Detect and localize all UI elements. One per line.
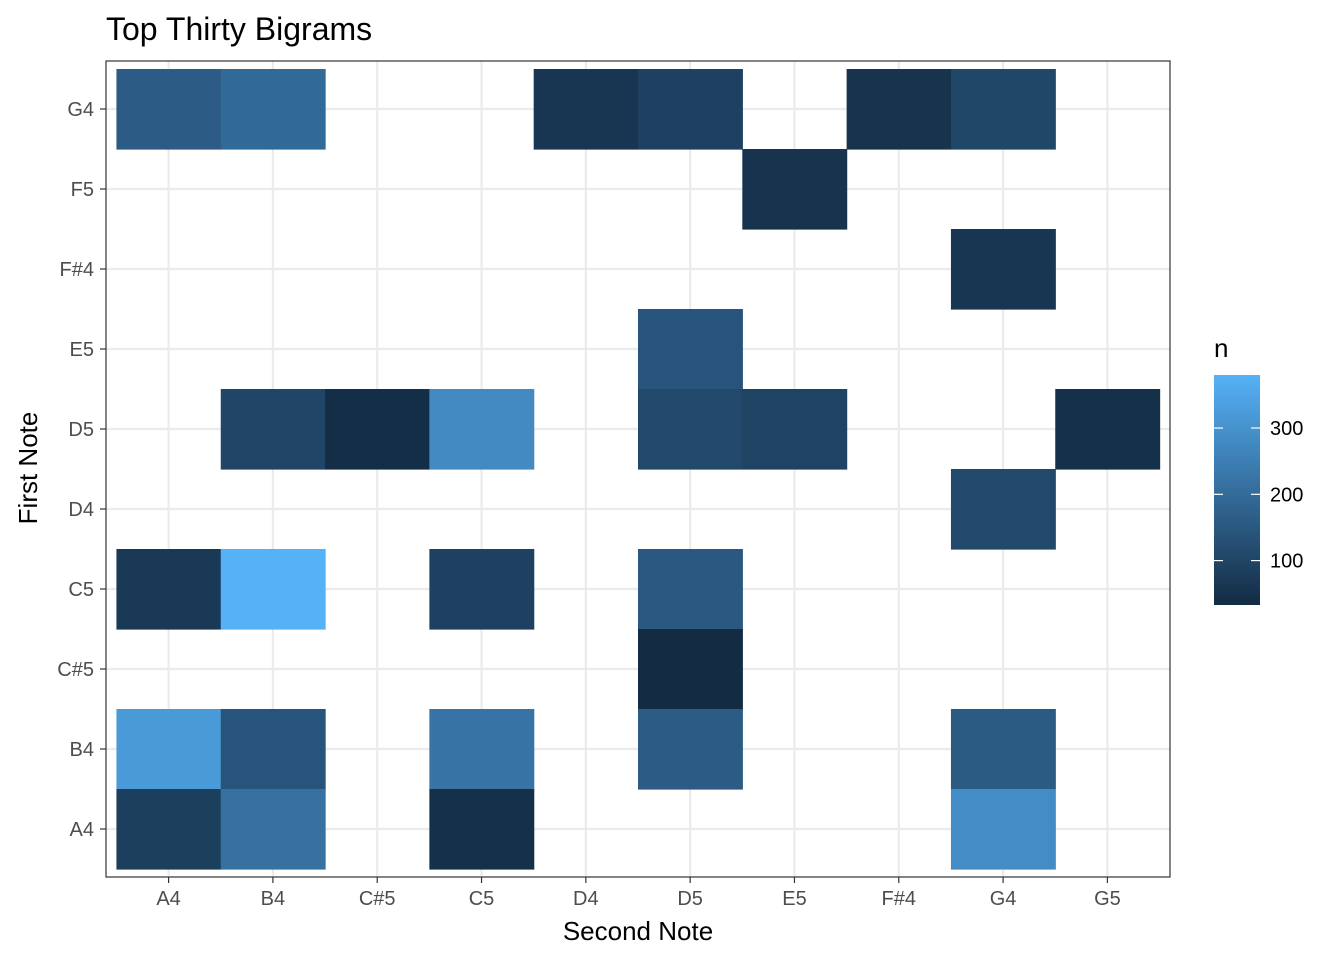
legend-ticks: 100 200 300 bbox=[1214, 418, 1303, 573]
y-axis: A4 B4 C#5 C5 D4 D5 E5 F#4 F5 G4 bbox=[57, 99, 106, 841]
y-tick-label: F#4 bbox=[60, 259, 94, 281]
heatmap-cell bbox=[116, 789, 222, 870]
y-tick-label: F5 bbox=[71, 179, 94, 201]
legend-colorbar bbox=[1214, 375, 1260, 605]
heatmap-cell bbox=[220, 789, 326, 870]
y-tick-label: E5 bbox=[70, 339, 94, 361]
plot-border bbox=[105, 60, 1171, 878]
heatmap-cell bbox=[220, 389, 326, 470]
heatmap-cell bbox=[950, 229, 1056, 310]
heatmap-cell bbox=[429, 549, 535, 630]
x-tick-label: D5 bbox=[677, 888, 703, 910]
heatmap-cell bbox=[638, 629, 743, 710]
x-tick-label: D4 bbox=[573, 888, 599, 910]
x-tick-label: C#5 bbox=[359, 888, 396, 910]
y-tick-label: A4 bbox=[70, 819, 94, 841]
y-axis-title: First Note bbox=[13, 412, 43, 525]
heatmap-cell bbox=[950, 709, 1056, 790]
heatmap-cell bbox=[220, 549, 326, 630]
heatmap-cell bbox=[429, 709, 535, 790]
heatmap-cell bbox=[429, 789, 535, 870]
y-tick-label: B4 bbox=[70, 739, 94, 761]
legend-tick-label: 200 bbox=[1270, 484, 1303, 506]
heatmap-cell bbox=[950, 789, 1056, 870]
heatmap-cell bbox=[638, 69, 743, 150]
x-tick-label: C5 bbox=[469, 888, 495, 910]
x-axis: A4 B4 C#5 C5 D4 D5 E5 F#4 G4 G5 bbox=[156, 877, 1121, 910]
heatmap-cell bbox=[638, 389, 743, 470]
x-tick-label: A4 bbox=[156, 888, 180, 910]
heatmap-cell bbox=[116, 69, 222, 150]
heatmap-cell bbox=[220, 709, 326, 790]
heatmap-cell bbox=[638, 309, 743, 390]
x-axis-title: Second Note bbox=[563, 916, 713, 946]
y-tick-label: D5 bbox=[68, 419, 94, 441]
chart-title: Top Thirty Bigrams bbox=[106, 11, 372, 47]
heatmap-cell bbox=[325, 389, 430, 470]
x-tick-label: F#4 bbox=[882, 888, 916, 910]
heatmap-cell bbox=[742, 149, 848, 230]
y-tick-label: C5 bbox=[68, 579, 94, 601]
legend-tick-label: 100 bbox=[1270, 551, 1303, 573]
heatmap-cell bbox=[846, 69, 952, 150]
heatmap-cell bbox=[742, 389, 848, 470]
y-tick-label: D4 bbox=[68, 499, 94, 521]
heatmap-cells bbox=[116, 69, 1161, 870]
legend: n 100 200 300 bbox=[1214, 333, 1303, 605]
y-tick-label: G4 bbox=[67, 99, 94, 121]
heatmap-cell bbox=[116, 549, 222, 630]
heatmap-cell bbox=[638, 549, 743, 630]
heatmap-cell bbox=[116, 709, 222, 790]
heatmap-cell bbox=[638, 709, 743, 790]
heatmap-cell bbox=[533, 69, 639, 150]
x-tick-label: G4 bbox=[990, 888, 1017, 910]
heatmap-cell bbox=[1055, 389, 1161, 470]
x-tick-label: G5 bbox=[1094, 888, 1121, 910]
heatmap-cell bbox=[220, 69, 326, 150]
x-tick-label: B4 bbox=[261, 888, 285, 910]
legend-tick-label: 300 bbox=[1270, 418, 1303, 440]
heatmap-cell bbox=[950, 469, 1056, 550]
legend-title: n bbox=[1214, 333, 1228, 363]
y-tick-label: C#5 bbox=[57, 659, 94, 681]
heatmap-cell bbox=[950, 69, 1056, 150]
heatmap-cell bbox=[429, 389, 535, 470]
x-tick-label: E5 bbox=[782, 888, 806, 910]
